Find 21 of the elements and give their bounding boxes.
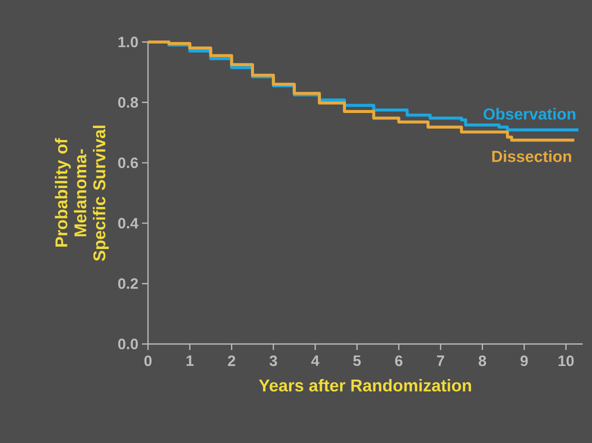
y-tick-label: 0.6 — [118, 157, 138, 168]
x-tick-label: 4 — [311, 356, 320, 366]
series-label: Observation — [484, 108, 576, 120]
series-label: Dissection — [492, 150, 572, 162]
x-axis-title: Years after Randomization — [258, 379, 472, 392]
y-axis-title: Probability of Melanoma-Specific Survival — [54, 126, 109, 262]
x-tick-label: 8 — [478, 356, 486, 366]
y-tick-label: 0.4 — [118, 218, 138, 228]
x-tick-label: 7 — [437, 356, 444, 366]
x-tick-label: 3 — [270, 356, 278, 366]
y-tick-label: 0.8 — [118, 97, 138, 108]
x-tick-label: 1 — [186, 356, 194, 366]
x-tick-label: 0 — [144, 356, 152, 366]
y-tick-label: 1.0 — [118, 36, 138, 48]
x-tick-label: 10 — [558, 356, 574, 366]
x-tick-label: 6 — [395, 356, 402, 366]
y-tick-label: 0.2 — [118, 278, 138, 289]
x-tick-label: 5 — [353, 356, 361, 366]
y-tick-label: 0.0 — [118, 338, 138, 350]
x-tick-label: 9 — [520, 356, 528, 366]
x-tick-label: 2 — [228, 356, 236, 366]
